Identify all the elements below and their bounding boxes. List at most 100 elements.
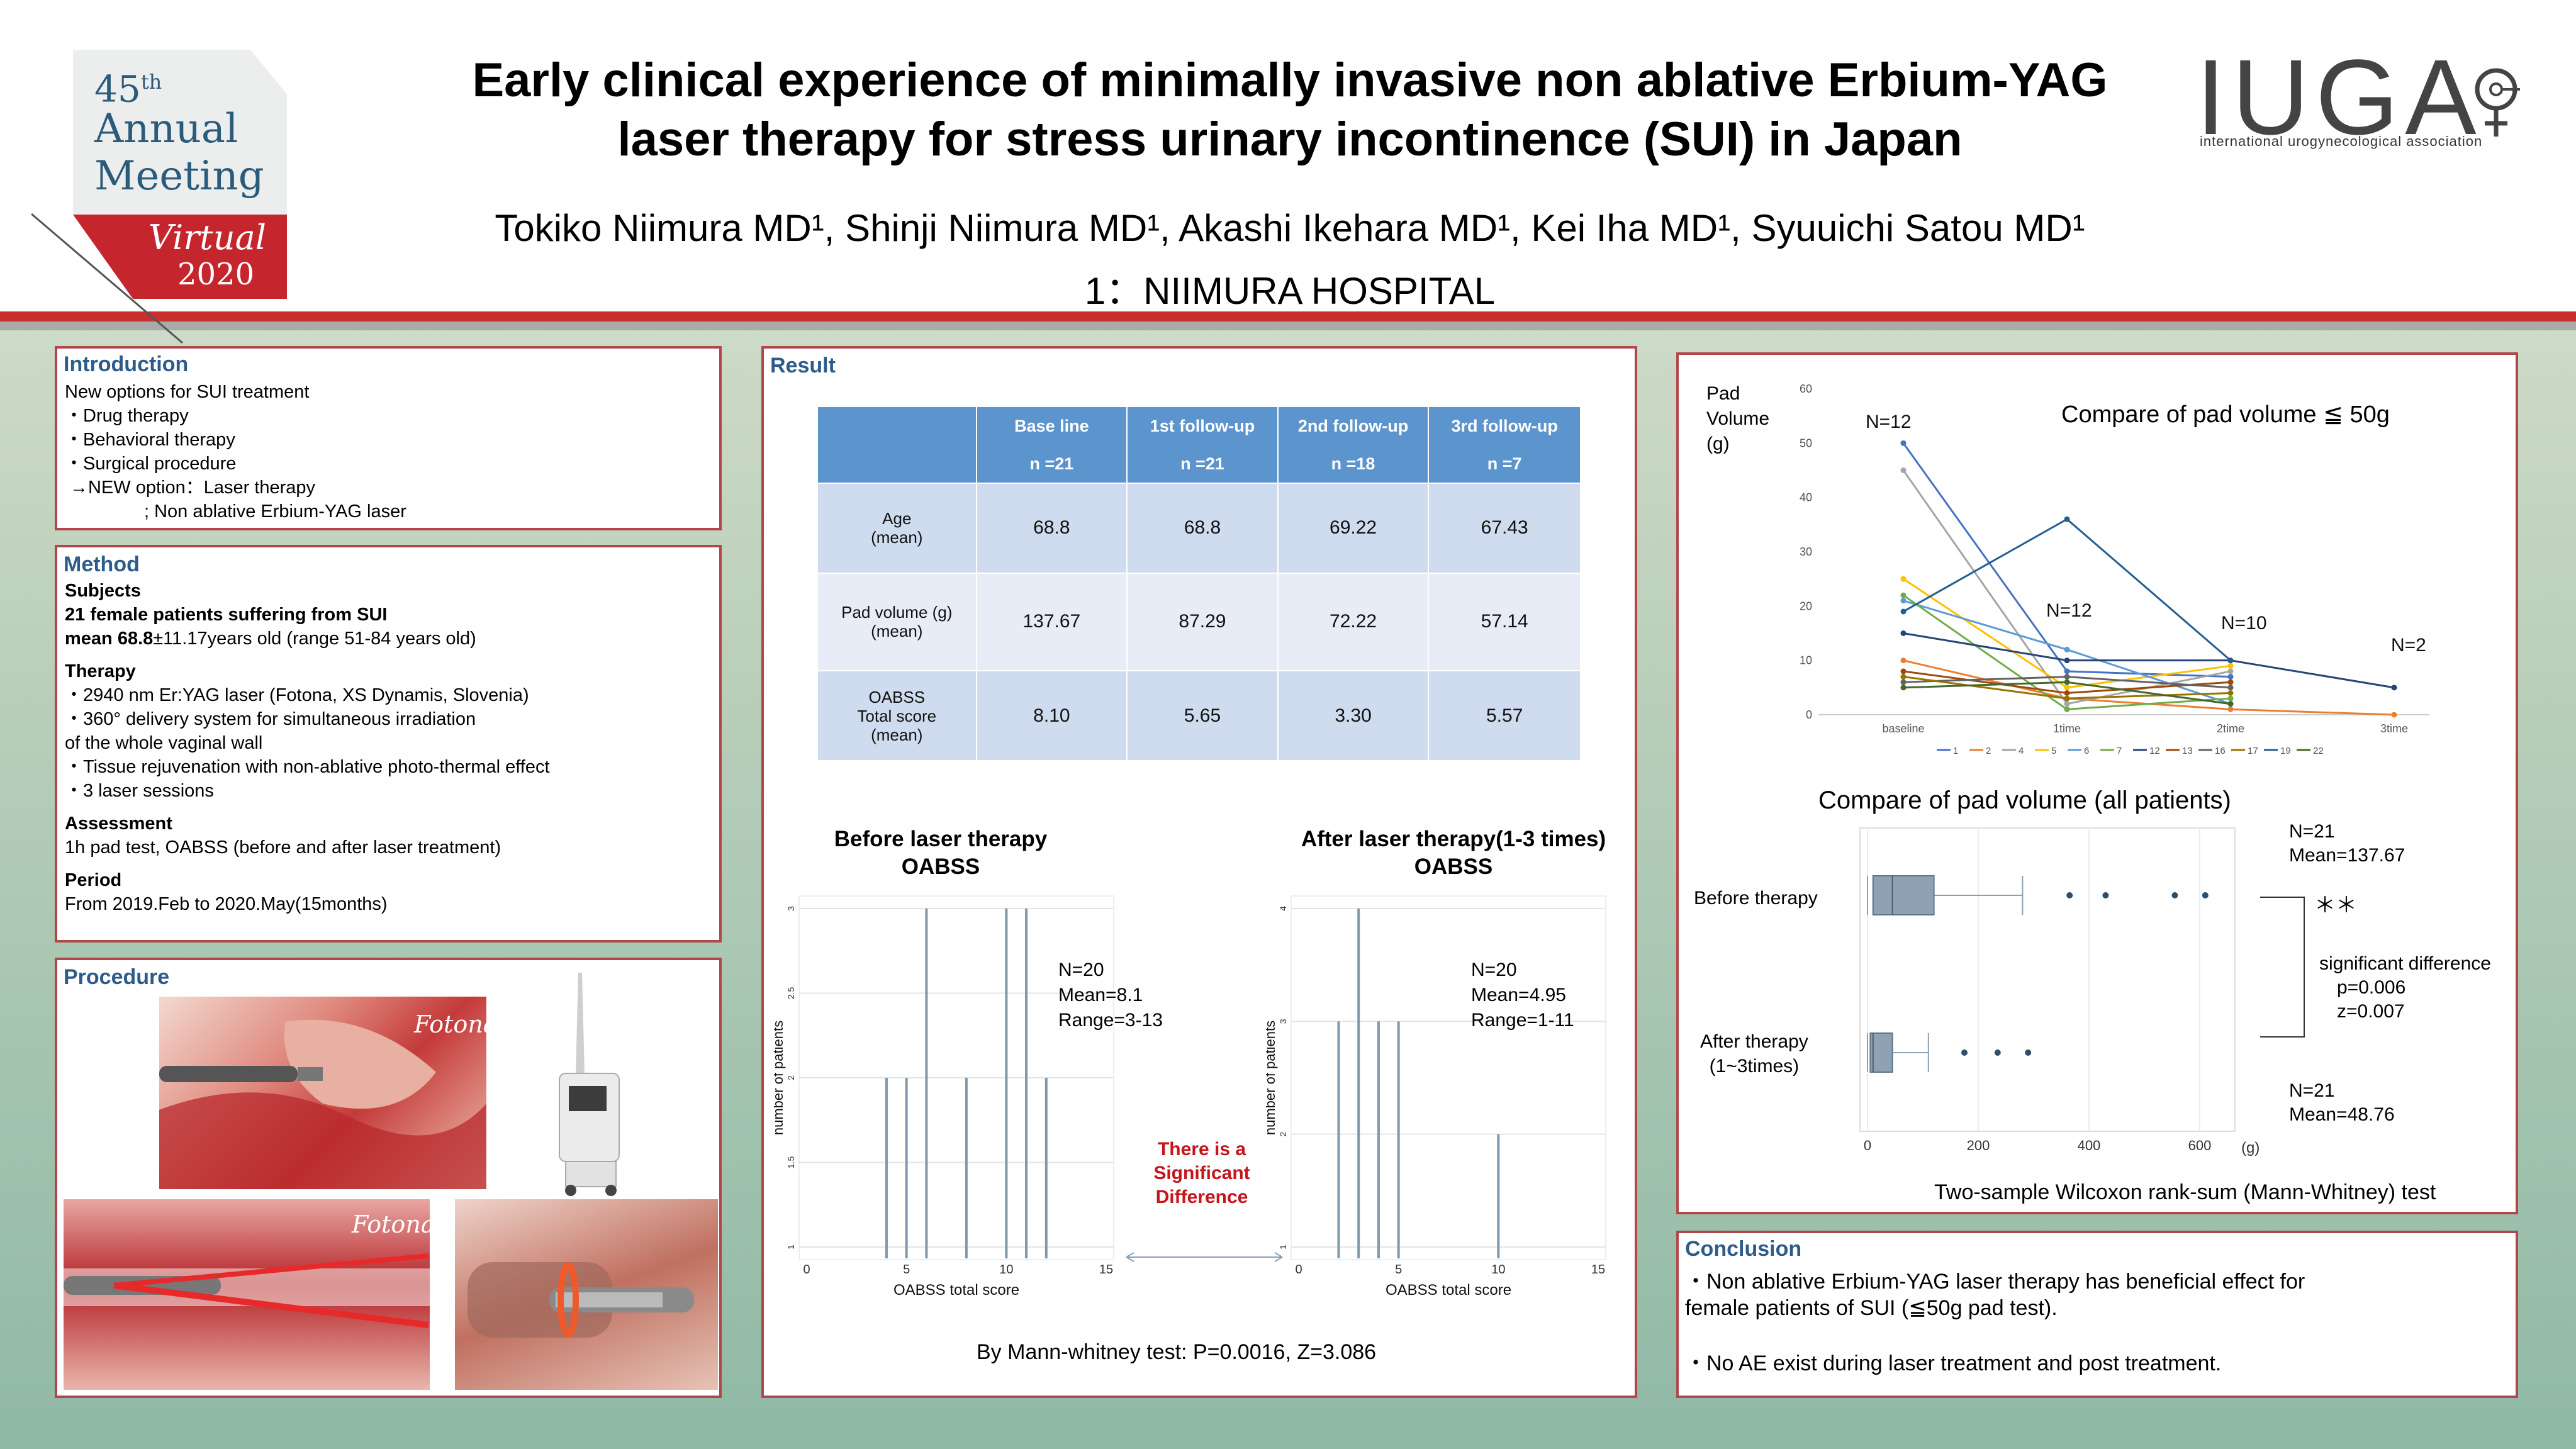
y-tick-label: 1 xyxy=(786,1245,796,1250)
x-tick-label: 10 xyxy=(1491,1263,1505,1277)
series-point xyxy=(1900,657,1907,664)
intro-line: →NEW option：Laser therapy xyxy=(70,478,316,498)
series-point xyxy=(2064,690,2070,696)
n-annotation: N=12 xyxy=(2046,600,2092,621)
box-outlier xyxy=(2102,892,2109,898)
series-point xyxy=(1900,608,1907,615)
legend-label: 16 xyxy=(2215,746,2226,755)
series-point xyxy=(2227,685,2234,691)
x-tick-label: 5 xyxy=(1395,1263,1402,1277)
significance-note: There is a Significant Difference xyxy=(1153,1139,1250,1207)
box-outlier xyxy=(2066,892,2073,898)
legend-label: 13 xyxy=(2182,746,2193,755)
series-point xyxy=(2064,701,2070,707)
box-outlier xyxy=(2025,1049,2032,1056)
table-corner-cell xyxy=(817,406,977,484)
after-n: N=21 xyxy=(2289,1080,2335,1101)
after-chart-title: After laser therapy(1-3 times) OABSS xyxy=(1301,827,1606,879)
introduction-title: Introduction xyxy=(64,352,189,376)
pad-y-axis-label: Pad Volume (g) xyxy=(1706,383,1770,454)
box-iqr xyxy=(1869,1032,1893,1073)
authors: Tokiko Niimura MD¹, Shinji Niimura MD¹, … xyxy=(495,207,2085,249)
significance-z: z=0.007 xyxy=(2337,1001,2405,1022)
series-point xyxy=(2227,679,2234,685)
before-mean: Mean=137.67 xyxy=(2289,845,2405,866)
legend-label: 19 xyxy=(2280,746,2291,755)
period-text: From 2019.Feb to 2020.May(15months) xyxy=(65,894,388,914)
series-point xyxy=(2064,695,2070,702)
n-annotation: N=10 xyxy=(2221,613,2267,634)
x-tick-label: 1time xyxy=(2053,722,2081,735)
anatomy-illustration: Fotona xyxy=(159,997,486,1189)
significance-p: p=0.006 xyxy=(2337,977,2406,998)
badge-annual: Annual xyxy=(94,106,238,152)
series-point xyxy=(2227,668,2234,674)
procedure-title: Procedure xyxy=(64,965,170,989)
series-point xyxy=(2227,706,2234,712)
result-title: Result xyxy=(770,354,836,378)
intro-line: ・Surgical procedure xyxy=(65,454,237,474)
series-point xyxy=(1900,467,1907,473)
before-stat: N=20 xyxy=(1058,959,1104,980)
y-tick-label: 2.5 xyxy=(786,987,796,1000)
y-axis-label: number of patients xyxy=(774,1021,786,1135)
therapy-line: ・Tissue rejuvenation with non-ablative p… xyxy=(65,757,550,777)
assessment-text: 1h pad test, OABSS (before and after las… xyxy=(65,837,501,858)
before-chart-title: Before laser therapy OABSS xyxy=(834,827,1048,879)
probe-drawing xyxy=(468,1262,694,1338)
series-point xyxy=(2064,706,2070,712)
series-point xyxy=(2227,657,2234,664)
period-heading: Period xyxy=(65,870,122,890)
laser-device-photo xyxy=(540,966,635,1199)
badge-virtual: Virtual xyxy=(148,218,267,257)
legend-label: 5 xyxy=(2051,746,2056,755)
fotona-brand-label: Fotona xyxy=(352,1211,430,1238)
series-point xyxy=(2064,657,2070,664)
series-point xyxy=(2064,679,2070,685)
significance-label: significant difference xyxy=(2319,953,2491,974)
legend-label: 22 xyxy=(2313,746,2324,755)
series-point xyxy=(2227,674,2234,680)
conclusion-panel: Conclusion ・Non ablative Erbium-YAG lase… xyxy=(1676,1231,2518,1398)
box-chart-title: Compare of pad volume (all patients) xyxy=(1818,786,2231,814)
before-therapy-label: Before therapy xyxy=(1694,888,1818,909)
n-annotation: N=12 xyxy=(1866,411,1912,432)
pad-volume-box-plot: 0 200 400 600 (g) xyxy=(1832,823,2260,1175)
legend-label: 7 xyxy=(2117,746,2122,755)
after-stat: Range=1-11 xyxy=(1471,1010,1574,1031)
y-tick-label: 2 xyxy=(786,1075,796,1080)
series-point xyxy=(2227,695,2234,702)
series-point xyxy=(2064,668,2070,674)
legend-label: 2 xyxy=(1986,746,1991,755)
table-row: Pad volume (g) (mean) 137.67 87.29 72.22 … xyxy=(817,572,1581,672)
y-tick-label: 3 xyxy=(786,906,796,911)
wilcoxon-test-name: Two-sample Wilcoxon rank-sum (Mann-Whitn… xyxy=(1934,1180,2436,1204)
series-point xyxy=(2227,690,2234,696)
series-point xyxy=(2064,674,2070,680)
introduction-panel: Introduction New options for SUI treatme… xyxy=(55,346,722,530)
y-tick-label: 50 xyxy=(1800,437,1812,449)
box-outlier xyxy=(1994,1049,2001,1056)
intro-line: New options for SUI treatment xyxy=(65,382,310,402)
y-tick-label: 30 xyxy=(1800,545,1812,558)
conclusion-line: ・Non ablative Erbium-YAG laser therapy h… xyxy=(1685,1270,2305,1294)
n-annotation: N=2 xyxy=(2391,635,2426,656)
y-tick-label: 20 xyxy=(1800,600,1812,612)
procedure-panel: Procedure Fotona Fotona xyxy=(55,958,722,1398)
iuga-logo-subtitle: international urogynecological associati… xyxy=(2200,133,2483,149)
legend-label: 1 xyxy=(1953,746,1958,755)
box-outlier xyxy=(1961,1049,1968,1056)
series-point xyxy=(1900,630,1907,636)
affiliation: 1：NIIMURA HOSPITAL xyxy=(1084,270,1496,312)
therapy-line: ・360° delivery system for simultaneous i… xyxy=(65,709,476,729)
plot-area xyxy=(1291,895,1606,1260)
oabss-before-chart: 1 1.5 2 2.5 3 0 5 10 15 number of patients OABSS t… xyxy=(774,888,1126,1297)
assessment-heading: Assessment xyxy=(65,814,172,834)
title-line-2: laser therapy for stress urinary inconti… xyxy=(617,113,1963,166)
y-tick-label: 2 xyxy=(1278,1132,1288,1137)
after-mean: Mean=48.76 xyxy=(2289,1104,2395,1125)
series-point xyxy=(1900,598,1907,604)
x-axis-unit: (g) xyxy=(2241,1139,2260,1156)
x-tick-label: 5 xyxy=(903,1263,910,1277)
table-cell: 68.8 xyxy=(1126,483,1279,574)
